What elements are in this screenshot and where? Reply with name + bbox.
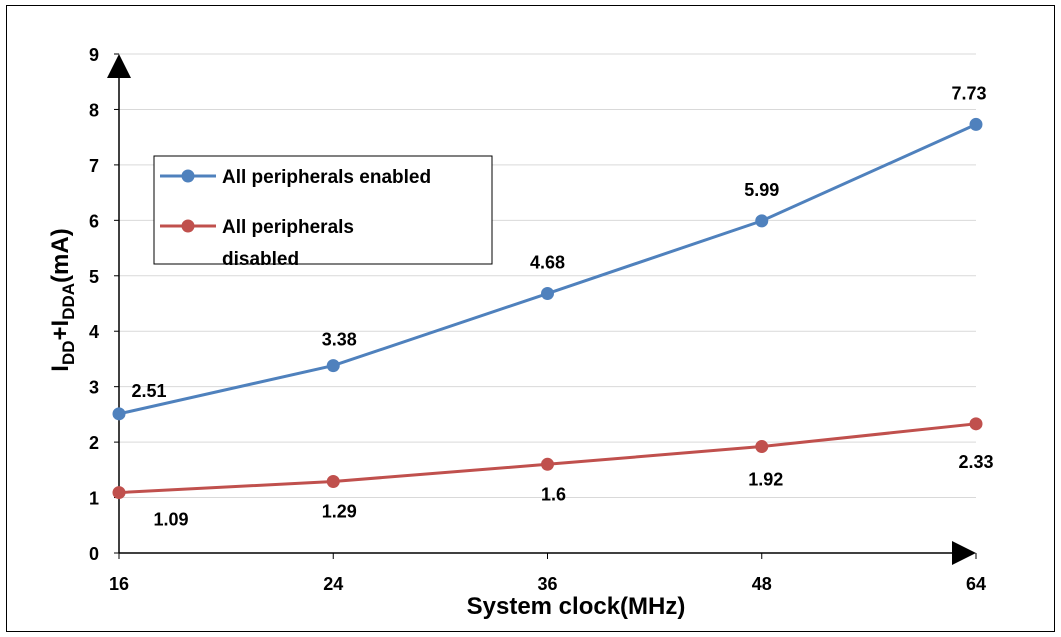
y-tick-label: 1 [89, 489, 99, 509]
legend-label-disabled-line2: disabled [222, 249, 299, 270]
data-label-disabled: 1.92 [748, 470, 783, 490]
data-label-disabled: 1.09 [153, 510, 188, 530]
data-point-disabled [326, 474, 340, 488]
series-group [112, 117, 983, 500]
y-tick-label: 5 [89, 267, 99, 287]
x-tick-label: 24 [323, 574, 343, 594]
legend-label-enabled: All peripherals enabled [222, 167, 431, 188]
axes [107, 54, 976, 565]
data-point-disabled [112, 486, 126, 500]
y-tick-label: 0 [89, 544, 99, 564]
x-axis-arrow [952, 541, 976, 565]
data-label-disabled: 1.29 [322, 501, 357, 521]
y-axis-title: IDD+IDDA(mA) [47, 228, 78, 371]
data-label-enabled: 5.99 [744, 180, 779, 200]
data-point-disabled [755, 440, 769, 454]
x-tick-label: 16 [109, 574, 129, 594]
data-point-enabled [969, 117, 983, 131]
y-tick-label: 2 [89, 433, 99, 453]
data-label-disabled: 2.33 [958, 452, 993, 472]
data-labels: 2.51 3.38 4.68 5.99 7.73 1.09 1.29 1.6 1.92 2.33 [131, 83, 993, 529]
y-tick-label: 4 [89, 322, 99, 342]
x-tick-label: 48 [752, 574, 772, 594]
y-tick-label: 3 [89, 378, 99, 398]
y-tick-label: 6 [89, 211, 99, 231]
chart-frame [6, 5, 1055, 632]
data-point-enabled [541, 287, 554, 301]
data-point-disabled [969, 417, 983, 431]
x-tick-label: 64 [966, 574, 986, 594]
legend-marker-enabled [181, 169, 195, 183]
x-axis-title: System clock(MHz) [467, 593, 686, 620]
data-label-enabled: 7.73 [951, 83, 986, 103]
y-tick-label: 7 [89, 156, 99, 176]
legend: All peripherals enabled All peripherals … [153, 155, 493, 270]
data-point-disabled [541, 457, 554, 471]
data-point-enabled [326, 359, 340, 373]
legend-marker-disabled [181, 219, 195, 233]
x-tick-label: 36 [537, 574, 557, 594]
data-label-enabled: 2.51 [131, 381, 166, 401]
data-label-disabled: 1.6 [541, 484, 566, 504]
y-tick-labels: 0 1 2 3 4 5 6 7 8 9 [89, 45, 119, 564]
y-axis-arrow [107, 54, 131, 78]
x-tick-labels: 16 24 36 48 64 [109, 553, 986, 594]
data-point-enabled [112, 407, 126, 421]
data-point-enabled [755, 214, 769, 228]
legend-box [153, 155, 493, 265]
data-label-enabled: 4.68 [530, 253, 565, 273]
y-tick-label: 8 [89, 100, 99, 120]
legend-label-disabled-line1: All peripherals [222, 217, 354, 238]
gridlines [119, 53, 976, 499]
data-label-enabled: 3.38 [322, 330, 357, 350]
y-tick-label: 9 [89, 45, 99, 65]
